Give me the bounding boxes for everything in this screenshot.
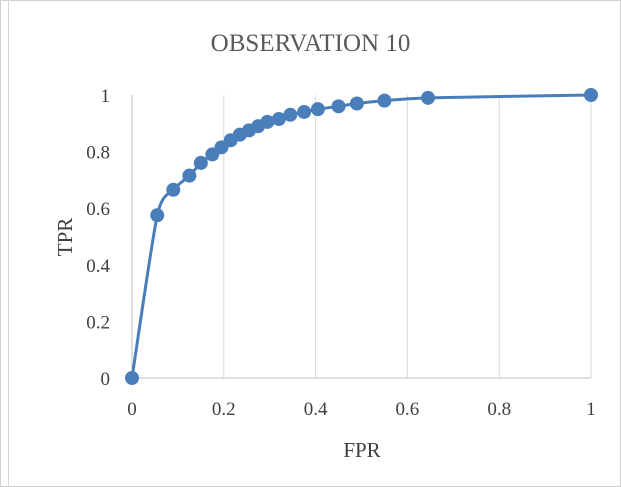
x-tick-label: 1	[586, 399, 596, 420]
x-tick-label: 0.4	[304, 399, 328, 420]
data-point	[421, 90, 436, 105]
gridlines	[223, 95, 592, 378]
data-point	[260, 114, 275, 129]
y-tick-label: 0	[101, 369, 111, 390]
y-tick-label: 1	[101, 86, 111, 107]
y-tick-label: 0.8	[86, 143, 110, 164]
data-point	[584, 88, 598, 102]
x-tick-label: 0.8	[487, 399, 511, 420]
data-point	[310, 102, 325, 117]
frame-inner-border	[8, 0, 9, 487]
data-markers	[125, 88, 598, 385]
x-tick-label: 0.2	[212, 399, 236, 420]
y-tick-label: 0.6	[86, 199, 110, 220]
data-point	[349, 96, 364, 111]
x-tick-label: 0.6	[396, 399, 420, 420]
axes	[131, 95, 591, 379]
x-axis-title: FPR	[343, 438, 380, 462]
data-point	[214, 140, 229, 155]
data-point	[182, 168, 197, 183]
y-axis-title: TPR	[53, 218, 77, 257]
data-point	[331, 99, 346, 114]
data-point	[193, 155, 208, 170]
series-line	[130, 93, 593, 380]
y-tick-label: 0.2	[86, 312, 110, 333]
x-tick-label: 0	[127, 399, 137, 420]
data-point	[150, 208, 165, 223]
y-tick-label: 0.4	[86, 256, 110, 277]
data-point	[297, 104, 312, 119]
data-point	[125, 371, 139, 385]
tick-labels: 0 0.2 0.4 0.6 0.8 1 0 0.2 0.4 0.6 0.8 1	[86, 86, 596, 420]
chart-title: OBSERVATION 10	[210, 30, 411, 57]
data-point	[166, 182, 181, 197]
data-point	[205, 147, 220, 162]
data-point	[377, 93, 392, 108]
data-point	[283, 107, 298, 122]
